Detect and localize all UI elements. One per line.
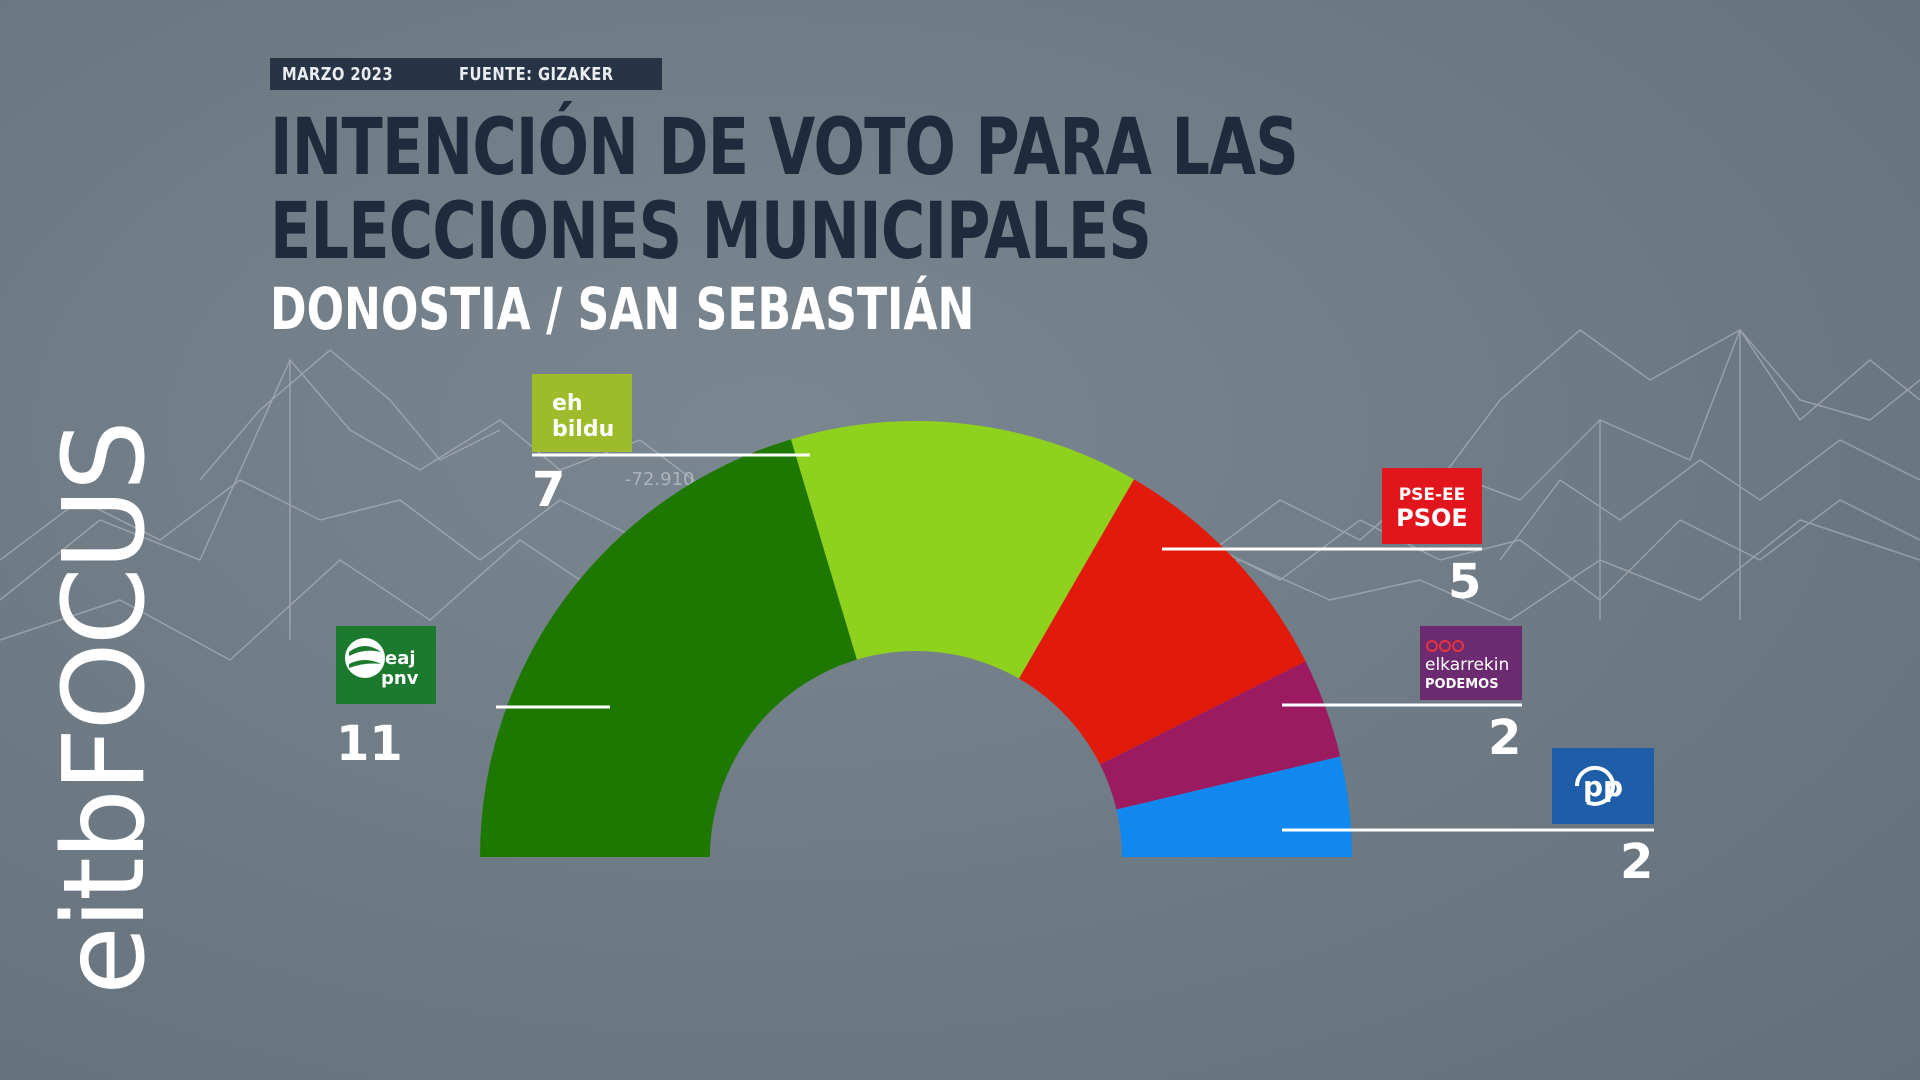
pp-logo-text: pp: [1583, 770, 1623, 803]
bildu-logo-line1: eh: [552, 391, 583, 416]
chart-leader-lines: [496, 453, 1654, 832]
podemos-text-icon: elkarrekin PODEMOS: [1425, 640, 1509, 692]
date-label: MARZO 2023: [282, 63, 394, 85]
pp-logo: pp: [1552, 748, 1654, 824]
header: MARZO 2023 FUENTE: GIZAKER INTENCIÓN DE …: [270, 58, 1850, 342]
seat-value-psoe: 5: [1448, 554, 1482, 610]
bildu-logo: eh bildu: [532, 374, 632, 452]
arc-segment-pnv: [480, 439, 857, 857]
arc-segment-bildu: [790, 420, 1134, 679]
pnv-emblem-icon: eaj pnv: [345, 638, 419, 689]
seat-value-podemos: 2: [1488, 710, 1522, 766]
podemos-logo-line2: PODEMOS: [1425, 677, 1499, 692]
seat-value-bildu: 7: [532, 462, 566, 518]
arc-segment-psoe: [1019, 479, 1306, 765]
seat-value-pp: 2: [1620, 834, 1654, 890]
bildu-logo-line2: bildu: [552, 417, 614, 442]
background-axis-label: -72.910: [625, 469, 694, 490]
podemos-logo: elkarrekin PODEMOS: [1420, 626, 1522, 700]
chart-arcs: [480, 420, 1352, 857]
chart-title: INTENCIÓN DE VOTO PARA LAS ELECCIONES MU…: [270, 103, 1299, 277]
pnv-logo-line2: pnv: [381, 668, 419, 689]
podemos-logo-line1: elkarrekin: [1425, 655, 1509, 675]
seat-value-pnv: 11: [336, 716, 403, 772]
pnv-logo-line1: eaj: [385, 648, 416, 669]
chart-subtitle: DONOSTIA / SAN SEBASTIÁN: [270, 275, 975, 343]
psoe-logo-line1: PSE-EE: [1399, 485, 1466, 505]
psoe-logo-line2: PSOE: [1396, 504, 1468, 532]
arc-segment-pp: [1116, 756, 1352, 857]
pnv-logo: eaj pnv: [336, 626, 436, 704]
source-label: FUENTE: GIZAKER: [459, 63, 614, 85]
pp-emblem-icon: pp: [1574, 765, 1623, 806]
psoe-logo: PSE-EE PSOE: [1382, 468, 1482, 544]
bildu-text-icon: eh bildu: [552, 391, 614, 442]
meta-bar: MARZO 2023 FUENTE: GIZAKER: [270, 58, 662, 90]
arc-segment-podemos: [1100, 661, 1341, 810]
psoe-text-icon: PSE-EE PSOE: [1396, 485, 1468, 532]
